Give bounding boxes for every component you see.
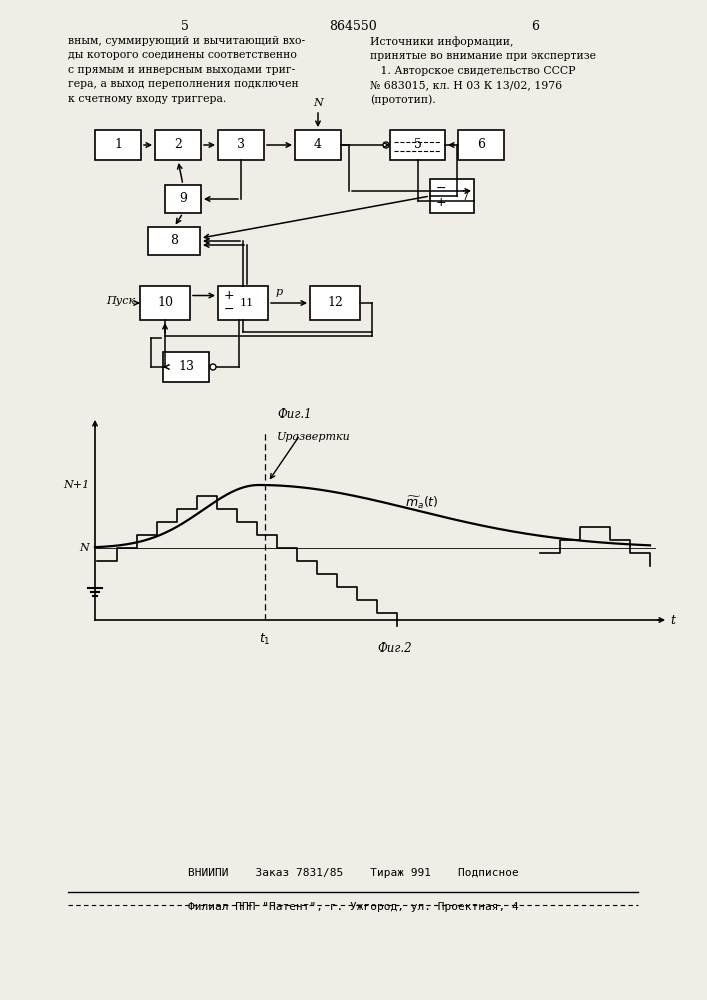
- Bar: [458, 130, 504, 160]
- Bar: [148, 227, 200, 255]
- Text: Филиал ППП "Патент", г. Ужгород, ул. Проектная, 4: Филиал ППП "Патент", г. Ужгород, ул. Про…: [187, 902, 518, 912]
- Text: 2: 2: [174, 138, 182, 151]
- Text: p: p: [276, 287, 283, 297]
- Bar: [430, 179, 474, 213]
- Text: −: −: [436, 182, 447, 195]
- Text: 8: 8: [170, 234, 178, 247]
- Text: 864550: 864550: [329, 20, 377, 33]
- Text: 4: 4: [314, 138, 322, 151]
- Text: Uразвертки: Uразвертки: [277, 432, 351, 442]
- Text: $t_1$: $t_1$: [259, 632, 271, 647]
- Text: +: +: [436, 196, 447, 209]
- Bar: [163, 352, 209, 382]
- Text: ВНИИПИ    Заказ 7831/85    Тираж 991    Подписное: ВНИИПИ Заказ 7831/85 Тираж 991 Подписное: [187, 868, 518, 878]
- Text: 5: 5: [414, 138, 421, 151]
- Text: 11: 11: [240, 298, 254, 308]
- Bar: [218, 130, 264, 160]
- Bar: [390, 130, 445, 160]
- Text: Источники информации,
принятые во внимание при экспертизе
   1. Авторское свидет: Источники информации, принятые во вниман…: [370, 36, 596, 105]
- Text: Пуск: Пуск: [106, 296, 135, 306]
- Text: Фиг.1: Фиг.1: [278, 408, 312, 421]
- Text: $\widetilde{m}_a(t)$: $\widetilde{m}_a(t)$: [405, 495, 438, 511]
- Bar: [95, 130, 141, 160]
- Text: 5: 5: [181, 20, 189, 33]
- Text: N+1: N+1: [63, 480, 89, 490]
- Text: t: t: [670, 613, 675, 626]
- Bar: [140, 286, 190, 320]
- Bar: [165, 185, 201, 213]
- Text: 10: 10: [157, 296, 173, 310]
- Text: 6: 6: [477, 138, 485, 151]
- Text: вным, суммирующий и вычитающий вхо-
ды которого соединены соответственно
с прямы: вным, суммирующий и вычитающий вхо- ды к…: [68, 36, 305, 104]
- Bar: [310, 286, 360, 320]
- Text: +: +: [224, 289, 235, 302]
- Bar: [155, 130, 201, 160]
- Text: Фиг.2: Фиг.2: [378, 642, 412, 655]
- Text: N: N: [79, 543, 89, 553]
- Text: −: −: [224, 303, 235, 316]
- Text: N: N: [313, 98, 323, 108]
- Circle shape: [383, 142, 389, 148]
- Text: 3: 3: [237, 138, 245, 151]
- Text: 1: 1: [114, 138, 122, 151]
- Text: 7: 7: [462, 190, 470, 202]
- Bar: [295, 130, 341, 160]
- Circle shape: [210, 364, 216, 370]
- Text: 12: 12: [327, 296, 343, 310]
- Text: 13: 13: [178, 360, 194, 373]
- Text: 9: 9: [179, 192, 187, 206]
- Bar: [218, 286, 268, 320]
- Text: 6: 6: [531, 20, 539, 33]
